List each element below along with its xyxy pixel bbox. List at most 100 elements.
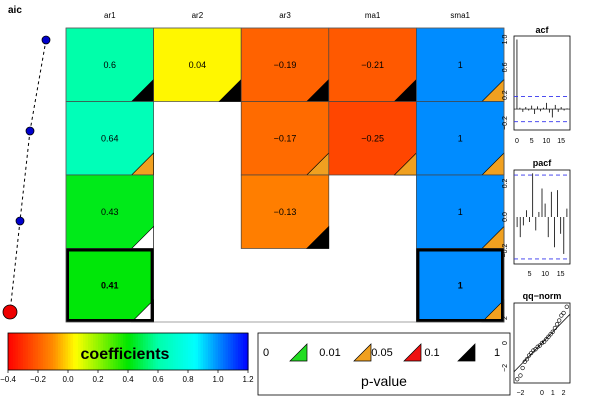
acf-xtick: 15 [557,138,565,145]
coefficient-cell [328,27,417,102]
aic-title: aic [8,5,22,16]
colorbar-tick-label: −0.4 [0,375,16,384]
colorbar-segment [240,333,244,370]
qq-point [524,357,530,362]
colorbar-segment [163,333,167,370]
coefficient-cell [240,174,330,249]
colorbar-segment [30,333,34,370]
colorbar-segment [115,333,119,370]
colorbar-segment [230,333,234,370]
colorbar-segment [123,333,127,370]
qq-point [552,325,558,331]
colorbar-segment [43,333,47,370]
qq-point [548,332,553,337]
colorbar-segment [225,333,229,370]
colorbar-segment [195,333,199,370]
colorbar-segment [33,333,37,370]
acf-xtick: 0 [515,138,519,145]
colorbar-segment [55,333,59,370]
colorbar-segment [120,333,124,370]
colorbar-segment [100,333,104,370]
selected-cell-border [416,248,504,322]
acf-ytick: 0.6 [502,62,509,72]
colorbar-segment [85,333,89,370]
colorbar-segment [93,333,97,370]
aic-point [2,304,18,320]
colorbar-segment [185,333,189,370]
colorbar-segment [183,333,187,370]
colorbar-segment [218,333,222,370]
grid-frame [65,27,505,323]
qq-xtick: 1 [551,390,555,397]
colorbar-segment [175,333,179,370]
colorbar-segment [170,333,174,370]
colorbar-segment [28,333,32,370]
colorbar-segment [220,333,224,370]
acf-ytick: 1.0 [502,35,509,45]
colorbar-tick-label: 1.2 [242,375,254,384]
colorbar-segment [63,333,67,370]
colorbar-segment [198,333,202,370]
pvalue-break: 0 [263,347,269,359]
cell-value: 0.6 [104,60,117,70]
pacf-ytick: 0.0 [502,212,509,222]
acf-title: acf [535,25,549,35]
colorbar-segment [148,333,152,370]
colorbar-tick-label: 0.8 [182,375,194,384]
colorbar-segment [223,333,227,370]
colorbar-segment [73,333,77,370]
cell-value: 1 [458,133,463,143]
colorbar-segment [130,333,134,370]
colorbar-tick-label: 0.4 [122,375,134,384]
colorbar-tick-label: 0.2 [92,375,104,384]
colorbar-segment [58,333,62,370]
acf-xtick: 5 [530,138,534,145]
colorbar-segment [158,333,162,370]
pvalue-triangle [306,225,330,249]
colorbar-segment [88,333,92,370]
qq-point [557,318,562,323]
pacf-xtick: 15 [557,271,565,278]
qq-xtick: 2 [562,390,566,397]
colorbar-segment [215,333,219,370]
qq-xtick: −2 [516,390,524,397]
colorbar-segment [243,333,247,370]
colorbar-segment [203,333,207,370]
colorbar-tick-label: −0.2 [30,375,46,384]
colorbar-segment [25,333,29,370]
colorbar-segment [68,333,72,370]
qq-point [535,344,540,349]
colorbar-segment [15,333,19,370]
colorbar-segment [53,333,57,370]
colorbar-segment [60,333,64,370]
qq-ytick: 2 [502,316,509,320]
colorbar-segment [105,333,109,370]
coefficient-cell [65,101,154,176]
qq-point [533,347,538,352]
coefficient-cell [416,101,505,176]
qq-ytick: 0 [502,341,509,345]
colorbar-segment [140,333,144,370]
colorbar-segment [150,333,154,370]
cell-value: 1 [458,280,463,290]
colorbar-segment [125,333,129,370]
colorbar-segment [10,333,14,370]
pvalue-title: p-value [361,373,407,389]
qq-point [561,310,566,316]
colorbar-segment [165,333,169,370]
aic-point [41,35,51,45]
pvalue-swatch [403,343,422,362]
colorbar-segment [238,333,242,370]
colorbar-segment [83,333,87,370]
colorbar-segment [188,333,192,370]
coefficient-cell [65,174,154,249]
colorbar-segment [168,333,172,370]
aic-point [25,126,35,136]
colorbar-segment [118,333,122,370]
qq-point [518,373,523,378]
colorbar-segment [98,333,102,370]
coefficient-cell [240,101,330,176]
colorbar-segment [208,333,212,370]
colorbar-segment [110,333,114,370]
colorbar-segment [113,333,117,370]
